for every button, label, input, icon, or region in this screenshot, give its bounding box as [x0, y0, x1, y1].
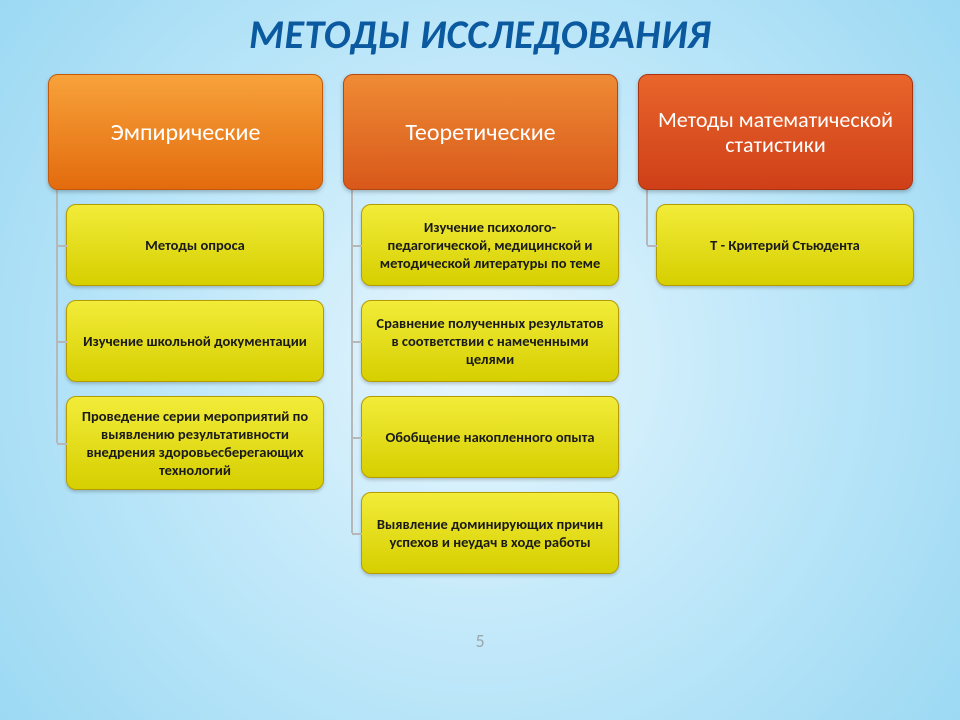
connector-vertical — [351, 188, 353, 533]
connector-horizontal — [352, 341, 362, 343]
item: Выявление доминирующих причин успехов и … — [361, 492, 619, 574]
connector-horizontal — [57, 443, 67, 445]
item: Проведение серии мероприятий по выявлени… — [66, 396, 324, 490]
column-2: Методы математической статистики T - Крит… — [638, 74, 913, 574]
item: Изучение психолого-педагогической, медиц… — [361, 204, 619, 286]
item-stack: Методы опроса Изучение школьной документа… — [66, 204, 323, 490]
column-header: Методы математической статистики — [638, 74, 913, 190]
connector-vertical — [56, 188, 58, 443]
connector-horizontal — [352, 245, 362, 247]
slide-number: 5 — [475, 630, 484, 652]
column-header: Эмпирические — [48, 74, 323, 190]
connector-horizontal — [647, 245, 657, 247]
slide: МЕТОДЫ ИССЛЕДОВАНИЯ Эмпирические Методы о… — [0, 0, 960, 720]
connector-horizontal — [352, 533, 362, 535]
item: T - Критерий Стьюдента — [656, 204, 914, 286]
column-1: Теоретические Изучение психолого-педагоги… — [343, 74, 618, 574]
item: Изучение школьной документации — [66, 300, 324, 382]
slide-title: МЕТОДЫ ИССЛЕДОВАНИЯ — [0, 10, 960, 59]
item: Сравнение полученных результатов в соотв… — [361, 300, 619, 382]
item-stack: T - Критерий Стьюдента — [656, 204, 913, 286]
connector-horizontal — [352, 437, 362, 439]
column-header: Теоретические — [343, 74, 618, 190]
connector-horizontal — [57, 341, 67, 343]
item-stack: Изучение психолого-педагогической, медиц… — [361, 204, 618, 574]
item: Методы опроса — [66, 204, 324, 286]
item: Обобщение накопленного опыта — [361, 396, 619, 478]
connector-vertical — [646, 188, 648, 245]
column-0: Эмпирические Методы опроса Изучение школьн… — [48, 74, 323, 574]
connector-horizontal — [57, 245, 67, 247]
columns-container: Эмпирические Методы опроса Изучение школьн… — [48, 74, 912, 574]
